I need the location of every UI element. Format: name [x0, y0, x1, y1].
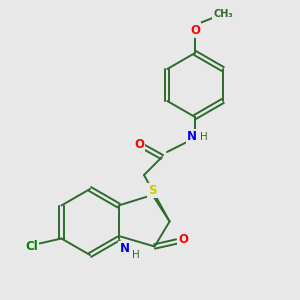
Text: O: O	[178, 233, 189, 246]
Text: N: N	[187, 130, 197, 143]
Text: O: O	[134, 137, 144, 151]
Text: O: O	[190, 23, 200, 37]
Text: H: H	[132, 250, 140, 260]
Text: S: S	[148, 184, 157, 197]
Text: H: H	[200, 132, 208, 142]
Text: CH₃: CH₃	[213, 9, 233, 19]
Text: N: N	[120, 242, 130, 255]
Text: Cl: Cl	[25, 240, 38, 253]
